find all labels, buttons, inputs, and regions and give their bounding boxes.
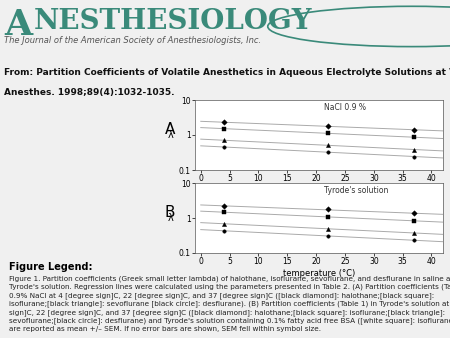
Text: NESTHESIOLOGY: NESTHESIOLOGY	[34, 7, 313, 34]
X-axis label: temperature (°C): temperature (°C)	[283, 269, 355, 278]
Text: NaCl 0.9 %: NaCl 0.9 %	[324, 103, 366, 112]
Text: Tyrode's solution: Tyrode's solution	[324, 186, 388, 195]
Text: From: Partition Coefficients of Volatile Anesthetics in Aqueous Electrolyte Solu: From: Partition Coefficients of Volatile…	[4, 68, 450, 77]
Text: The Journal of the American Society of Anesthesiologists, Inc.: The Journal of the American Society of A…	[4, 37, 261, 45]
Text: A: A	[4, 7, 32, 42]
Y-axis label: λ: λ	[167, 130, 173, 140]
Text: Figure Legend:: Figure Legend:	[9, 262, 93, 272]
Y-axis label: λ: λ	[167, 213, 173, 223]
Text: A: A	[165, 122, 175, 137]
Text: B: B	[165, 205, 175, 220]
Text: Anesthes. 1998;89(4):1032-1035.: Anesthes. 1998;89(4):1032-1035.	[4, 88, 175, 97]
Text: Figure 1. Partition coefficients (Greek small letter lambda) of halothane, isofl: Figure 1. Partition coefficients (Greek …	[9, 275, 450, 332]
